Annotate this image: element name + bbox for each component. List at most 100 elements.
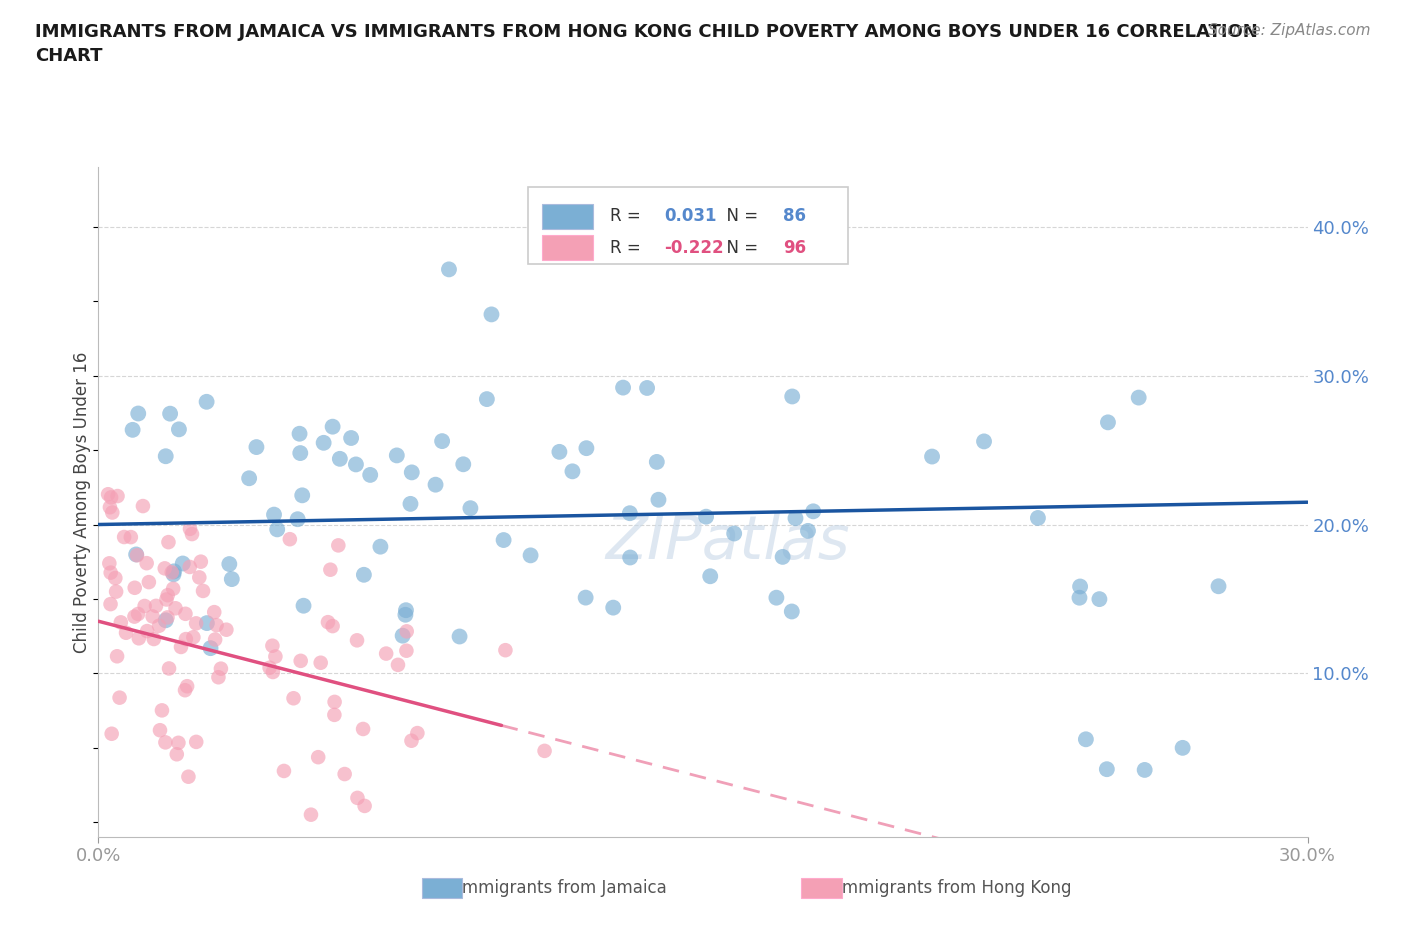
Point [125, 548, 148, 563]
Point [263, 507, 285, 522]
Text: N =: N = [716, 239, 763, 257]
Point [765, 591, 787, 605]
Point [135, 556, 157, 571]
Point [167, 736, 190, 751]
Point [204, 632, 226, 647]
Point [138, 575, 160, 590]
Point [186, 735, 208, 750]
Point [460, 500, 482, 515]
Point [333, 766, 356, 781]
Point [262, 638, 284, 653]
Point [619, 550, 641, 565]
Point [1069, 579, 1091, 594]
Point [780, 604, 803, 619]
Point [290, 654, 312, 669]
Point [401, 465, 423, 480]
Text: ZIPatlas: ZIPatlas [605, 512, 849, 572]
Point [155, 592, 177, 607]
Point [179, 522, 201, 537]
Point [394, 607, 416, 622]
Point [807, 241, 830, 256]
Point [328, 538, 350, 552]
Point [156, 610, 179, 625]
FancyBboxPatch shape [801, 878, 842, 898]
Point [387, 658, 409, 672]
Point [801, 504, 824, 519]
Point [329, 451, 352, 466]
Point [1097, 415, 1119, 430]
Point [107, 488, 129, 503]
Point [647, 492, 669, 507]
Point [322, 618, 344, 633]
Text: Immigrants from Jamaica: Immigrants from Jamaica [457, 879, 666, 897]
Point [785, 511, 807, 525]
Point [110, 615, 132, 630]
Point [124, 609, 146, 624]
Point [167, 422, 190, 437]
Text: 86: 86 [783, 207, 806, 225]
Text: Immigrants from Hong Kong: Immigrants from Hong Kong [837, 879, 1071, 897]
Point [160, 565, 183, 579]
Point [292, 598, 315, 613]
Point [291, 488, 314, 503]
Point [437, 262, 460, 277]
Point [165, 601, 187, 616]
Point [287, 512, 309, 526]
Point [156, 588, 179, 603]
Point [340, 431, 363, 445]
Point [183, 630, 205, 644]
Point [1069, 591, 1091, 605]
Point [973, 434, 995, 449]
Point [150, 703, 173, 718]
Point [209, 661, 232, 676]
Point [770, 219, 793, 234]
Point [166, 747, 188, 762]
Point [323, 708, 346, 723]
Point [153, 561, 176, 576]
Point [142, 631, 165, 646]
Point [921, 449, 943, 464]
Point [1208, 578, 1230, 593]
Point [190, 554, 212, 569]
FancyBboxPatch shape [527, 188, 848, 264]
Point [323, 695, 346, 710]
Point [309, 656, 332, 671]
Point [636, 380, 658, 395]
Point [395, 624, 418, 639]
Point [316, 615, 339, 630]
Point [149, 723, 172, 737]
Point [370, 539, 392, 554]
Text: R =: R = [610, 239, 645, 257]
Text: 0.031: 0.031 [664, 207, 717, 225]
Point [283, 691, 305, 706]
Point [97, 486, 120, 501]
Point [401, 733, 423, 748]
Point [155, 735, 177, 750]
Point [100, 565, 122, 580]
Point [492, 533, 515, 548]
Point [575, 441, 598, 456]
Point [406, 725, 429, 740]
Point [98, 556, 121, 571]
Point [1074, 732, 1097, 747]
Text: -0.222: -0.222 [664, 239, 724, 257]
Point [170, 640, 193, 655]
Point [602, 600, 624, 615]
Point [1133, 763, 1156, 777]
Text: IMMIGRANTS FROM JAMAICA VS IMMIGRANTS FROM HONG KONG CHILD POVERTY AMONG BOYS UN: IMMIGRANTS FROM JAMAICA VS IMMIGRANTS FR… [35, 23, 1258, 65]
Point [575, 591, 598, 605]
Point [1095, 762, 1118, 777]
Point [262, 665, 284, 680]
Point [155, 613, 177, 628]
Point [177, 769, 200, 784]
Point [353, 567, 375, 582]
Point [221, 572, 243, 587]
FancyBboxPatch shape [543, 235, 593, 260]
Point [174, 606, 197, 621]
Point [772, 550, 794, 565]
Point [359, 468, 381, 483]
Point [1171, 740, 1194, 755]
Point [519, 548, 541, 563]
Point [391, 629, 413, 644]
Point [200, 641, 222, 656]
